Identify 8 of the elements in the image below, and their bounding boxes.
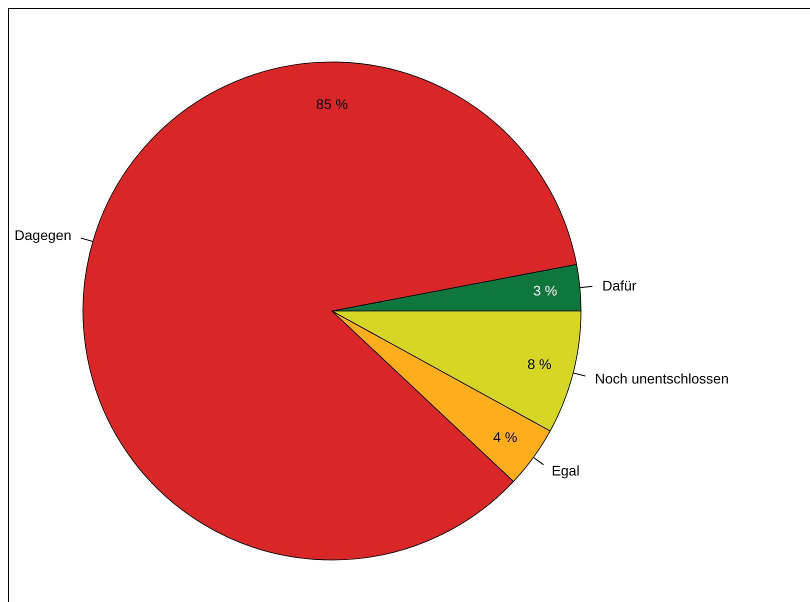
slice-label: Egal [552,462,580,478]
data-label: 3 % [533,282,558,299]
slice-label: Dagegen [14,227,72,244]
data-label: 4 % [493,428,518,445]
data-label: 8 % [527,356,552,372]
slice-label: Noch unentschlossen [594,370,729,386]
slice-label: Dafür [602,277,637,294]
data-label: 85 % [316,96,348,112]
